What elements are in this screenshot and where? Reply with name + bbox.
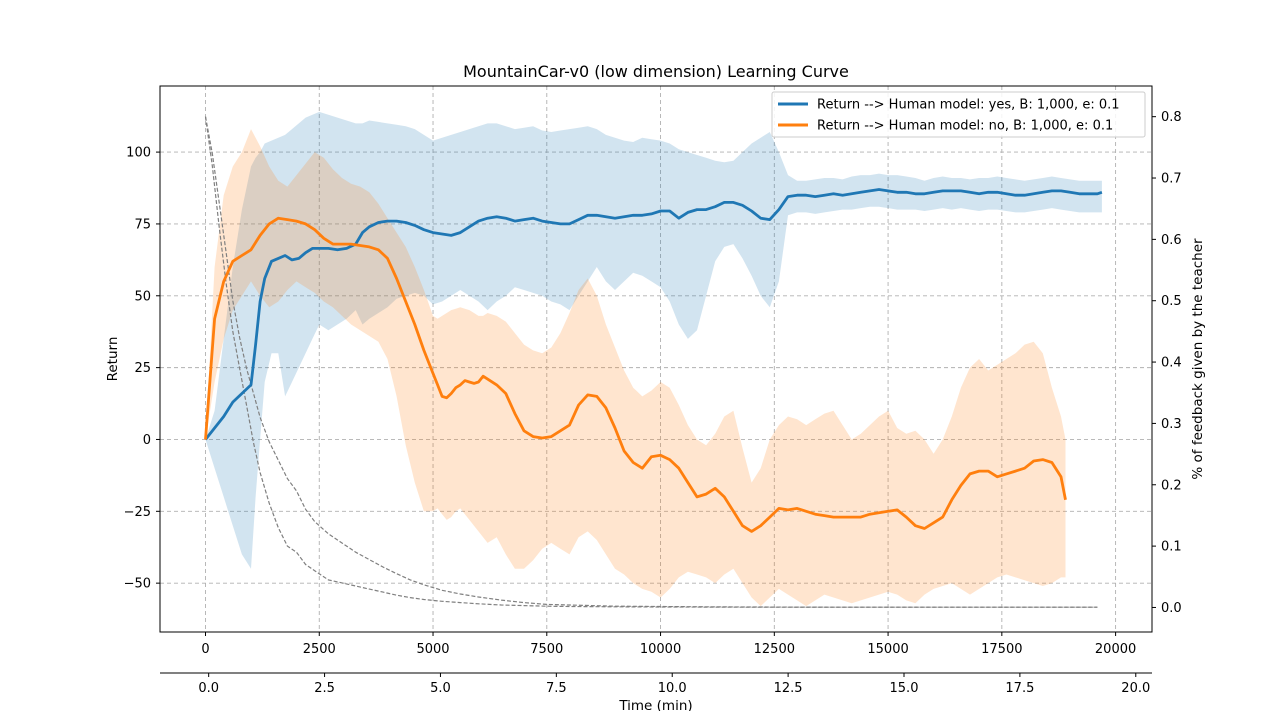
- feedback-line-1: [204, 116, 1098, 608]
- x-tick-label-20000: 20000: [1095, 642, 1136, 657]
- confidence-band-series-1: [205, 129, 1066, 607]
- y2-tick-label-0-6: 0.6: [1161, 233, 1182, 248]
- legend-label-human-model-yes: Return --> Human model: yes, B: 1,000, e…: [817, 98, 1120, 113]
- x-tick-label-10000: 10000: [640, 642, 681, 657]
- x2-tick-label-12-5: 12.5: [774, 681, 803, 696]
- x2-tick-label-10: 10.0: [658, 681, 687, 696]
- x2-tick-label-5: 5.0: [430, 681, 451, 696]
- y-axis-title: Return: [105, 337, 121, 382]
- x-tick-label-7500: 7500: [530, 642, 563, 657]
- grid-layer: [160, 86, 1152, 632]
- y2-tick-label-0-5: 0.5: [1161, 294, 1182, 309]
- legend-label-human-model-no: Return --> Human model: no, B: 1,000, e:…: [817, 119, 1113, 134]
- x-tick-label-5000: 5000: [416, 642, 449, 657]
- legend-box: [771, 91, 1146, 138]
- band-layer: [205, 111, 1102, 607]
- x2-tick-label-20: 20.0: [1121, 681, 1150, 696]
- y2-tick-label-0: 0.0: [1161, 601, 1182, 616]
- legend: Return --> Human model: yes, B: 1,000, e…: [771, 91, 1146, 138]
- y2-tick-label-0-8: 0.8: [1161, 110, 1182, 125]
- x2-axis-title: Time (min): [618, 698, 692, 711]
- y-tick-label-100: 100: [126, 146, 151, 161]
- y-tick-label-25: 25: [134, 361, 151, 376]
- chart-title: MountainCar-v0 (low dimension) Learning …: [463, 62, 849, 81]
- x2-tick-label-7-5: 7.5: [546, 681, 567, 696]
- y2-tick-label-0-3: 0.3: [1161, 417, 1182, 432]
- y2-tick-label-0-1: 0.1: [1161, 540, 1182, 555]
- y-tick-label-0: 0: [143, 433, 151, 448]
- y2-axis-title: % of feedback given by the teacher: [1190, 238, 1206, 480]
- y-tick-label-75: 75: [134, 217, 151, 232]
- y-tick-label-50: −50: [124, 577, 151, 592]
- tick-layer: 0 2500 5000 7500 10000 12500 15000 17500 20000 −5…: [124, 110, 1182, 696]
- x-tick-label-0: 0: [201, 642, 209, 657]
- series-line-0: [204, 188, 1103, 441]
- series-line-1: [204, 216, 1067, 533]
- x-tick-label-17500: 17500: [981, 642, 1022, 657]
- x2-tick-label-17-5: 17.5: [1005, 681, 1034, 696]
- x-tick-label-2500: 2500: [303, 642, 336, 657]
- y-tick-label-50: 50: [134, 289, 151, 304]
- y2-tick-label-0-2: 0.2: [1161, 478, 1182, 493]
- x2-tick-label-2-5: 2.5: [314, 681, 335, 696]
- x-tick-label-12500: 12500: [754, 642, 795, 657]
- y2-tick-label-0-7: 0.7: [1161, 172, 1182, 187]
- confidence-band-series-0: [205, 111, 1102, 569]
- y2-tick-label-0-4: 0.4: [1161, 356, 1182, 371]
- line-layer: [204, 116, 1103, 608]
- y-tick-label-25: −25: [124, 505, 151, 520]
- x-tick-label-15000: 15000: [867, 642, 908, 657]
- x2-tick-label-15: 15.0: [890, 681, 919, 696]
- x2-tick-label-0: 0.0: [198, 681, 219, 696]
- plot-frame: [159, 85, 1153, 633]
